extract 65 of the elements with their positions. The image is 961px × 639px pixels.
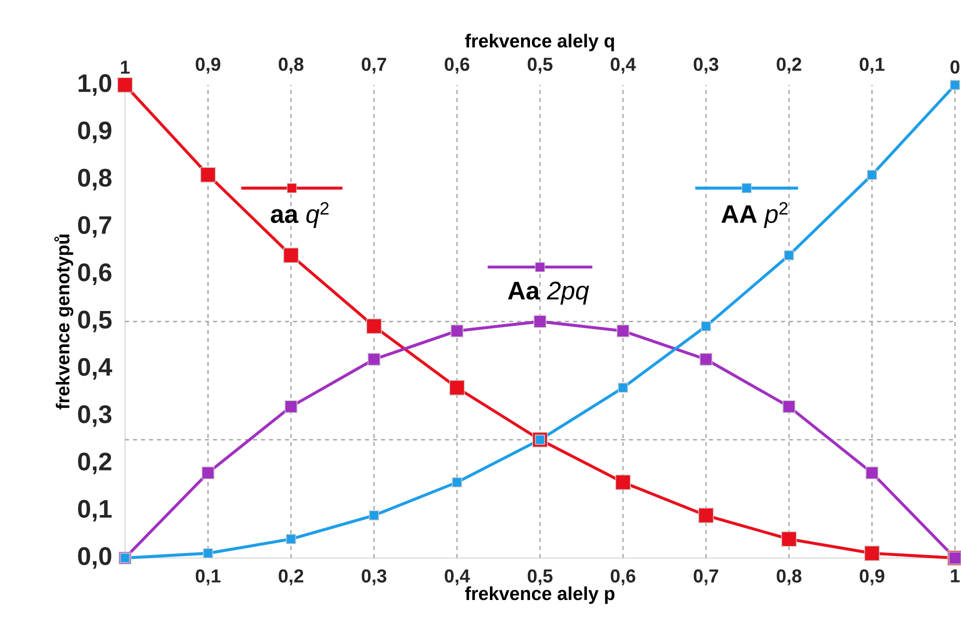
y-tick-label: 0,7 (78, 216, 112, 238)
x-tick-label: 0,6 (610, 569, 636, 586)
point (368, 510, 380, 520)
x2-tick-label: 0,7 (362, 58, 386, 74)
x2-tick-label: 0 (950, 60, 960, 74)
x-tick-label: 0,9 (860, 569, 884, 586)
y-tick-label: 0,0 (78, 547, 112, 569)
y-tick-label: 0,6 (78, 263, 112, 285)
x2-tick-label: 0,3 (694, 58, 718, 74)
x2-tick-label: 0,1 (860, 58, 884, 74)
point (866, 466, 878, 480)
legend-label: aa q$^{2}$ (270, 202, 329, 228)
x-tick-label: 0,7 (694, 569, 718, 586)
x-tick-label: 0,5 (528, 569, 552, 586)
point (782, 400, 796, 414)
point (781, 531, 797, 547)
y-tick-label: 0,9 (78, 121, 112, 144)
point (698, 508, 714, 524)
point (700, 352, 712, 366)
x2-tick-label: 0,9 (196, 58, 220, 74)
point (202, 466, 214, 480)
point (534, 315, 546, 328)
point (284, 400, 298, 414)
y-tick-label: 0,8 (78, 168, 112, 190)
point (452, 477, 462, 488)
point (866, 170, 878, 180)
point (618, 382, 628, 393)
x2-tick-label: 0,6 (444, 58, 470, 74)
x-tick-label: 0,1 (196, 569, 220, 586)
point (615, 474, 631, 490)
point (368, 352, 380, 366)
x-tick-label: 0,3 (362, 569, 386, 586)
x2-tick-label: 0,4 (610, 58, 636, 74)
x-tick-label: 0,8 (776, 569, 802, 586)
x-tick-label: 0,4 (444, 569, 470, 586)
x-tick-label: 1 (950, 569, 960, 582)
legend-label: AA p$^{2}$ (721, 202, 788, 228)
y-tick-label: 0,1 (78, 500, 112, 522)
point (864, 546, 880, 561)
legend-label: Aa 2pq (508, 282, 590, 305)
point (117, 77, 133, 93)
y-tick-label: 1,0 (78, 74, 112, 96)
x2-axis-title: frekvence alely q (465, 34, 614, 52)
point (200, 167, 216, 183)
point (286, 534, 296, 544)
point (202, 548, 214, 558)
x2-tick-label: 0,8 (278, 58, 304, 74)
y-tick-label: 0,4 (78, 358, 112, 380)
x2-tick-label: 0,2 (776, 58, 802, 74)
point (700, 321, 712, 332)
y-tick-label: 0,2 (78, 452, 112, 474)
point (450, 324, 464, 338)
point (283, 248, 299, 264)
point (449, 380, 465, 396)
point (950, 80, 960, 90)
point (616, 324, 630, 338)
point (784, 250, 794, 260)
x-axis-title: frekvence alely p (465, 586, 614, 604)
point (366, 318, 382, 334)
x-tick-label: 0,2 (278, 569, 304, 586)
x2-tick-label: 0,5 (528, 58, 552, 74)
y-axis-title: frekvence genotypů (54, 234, 74, 410)
y-tick-label: 0,3 (78, 405, 112, 427)
y-tick-label: 0,5 (78, 310, 112, 332)
x2-tick-label: 1 (120, 60, 130, 74)
